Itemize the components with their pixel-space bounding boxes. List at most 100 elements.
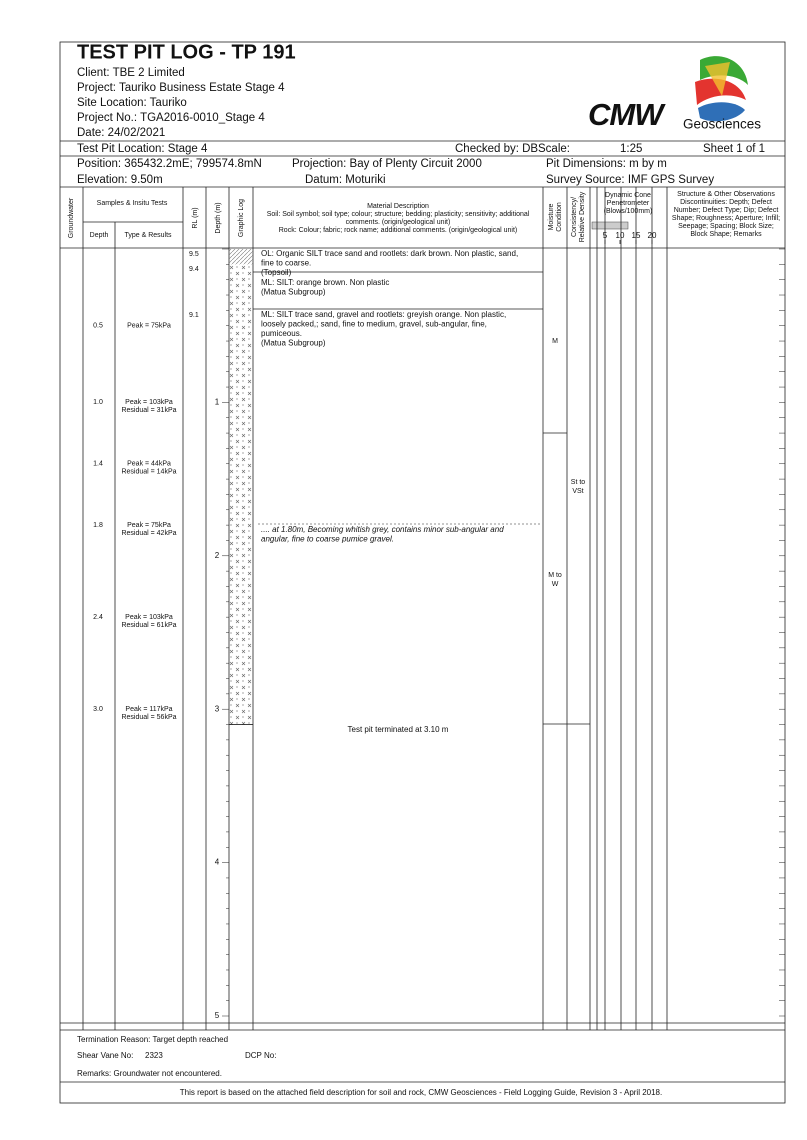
dcp-tick-label: 20 <box>648 231 657 240</box>
sample-depth: 0.5 <box>93 323 103 330</box>
material-heading: Material Description <box>367 203 429 210</box>
structure-heading: Number; Defect Type; Dip; Defect <box>674 207 779 214</box>
datum: Datum: Moturiki <box>305 174 386 186</box>
checked: Checked by: DB <box>455 143 538 155</box>
depth-label: 4 <box>215 858 220 867</box>
scale: 1:25 <box>620 143 642 155</box>
logo-text: CMW <box>588 97 666 132</box>
depth-label: 5 <box>215 1011 220 1020</box>
pit-dimensions: Pit Dimensions: m by m <box>546 158 667 170</box>
site: Site Location: Tauriko <box>77 97 187 109</box>
moisture: M <box>552 338 558 345</box>
depth-label: 1 <box>215 398 220 407</box>
rl-label: 9.4 <box>189 266 199 273</box>
description-note: angular, fine to coarse pumice gravel. <box>261 535 394 544</box>
structure-heading: Block Shape; Remarks <box>690 231 762 238</box>
remarks: Remarks: Groundwater not encountered. <box>77 1069 222 1078</box>
sample-result: Residual = 61kPa <box>121 622 176 629</box>
layer-description: ML: SILT: orange brown. Non plastic <box>261 278 389 287</box>
sample-result: Peak = 103kPa <box>125 614 173 621</box>
moisture: W <box>552 581 559 588</box>
rl-label: 9.5 <box>189 251 199 258</box>
layer-description: (Matua Subgroup) <box>261 339 326 348</box>
sample-depth: 1.8 <box>93 522 103 529</box>
rl-heading: RL (m) <box>192 207 199 228</box>
layer-description: ML: SILT trace sand, gravel and rootlets… <box>261 310 506 319</box>
termination-reason: Termination Reason: Target depth reached <box>77 1035 228 1044</box>
sample-result: Peak = 75kPa <box>127 323 171 330</box>
logo-sub: Geosciences <box>683 117 761 132</box>
sheet: Sheet 1 of 1 <box>703 143 765 155</box>
sample-depth: 2.4 <box>93 614 103 621</box>
basis: This report is based on the attached fie… <box>180 1088 662 1097</box>
consistency: VSt <box>572 488 583 495</box>
sample-result: Peak = 103kPa <box>125 399 173 406</box>
groundwater-heading: Groundwater <box>68 197 75 238</box>
date: Date: 24/02/2021 <box>77 127 165 139</box>
graphic-heading: Graphic Log <box>238 199 245 237</box>
scale-label: Scale: <box>538 143 570 155</box>
structure-heading: Shape; Roughness; Aperture; Infill; <box>672 215 780 222</box>
dcp-tick-label: 5 <box>603 231 608 240</box>
samples-heading: Samples & Insitu Tests <box>97 200 168 207</box>
dcp-scale-bar <box>591 221 629 230</box>
consistency-heading: Relative Density <box>579 191 586 242</box>
sample-result: Residual = 14kPa <box>121 469 176 476</box>
layer-description: (Matua Subgroup) <box>261 288 326 297</box>
position: Position: 365432.2mE; 799574.8mN <box>77 158 262 170</box>
dcp-no: DCP No: <box>245 1051 276 1060</box>
location: Test Pit Location: Stage 4 <box>77 143 208 155</box>
depth-label: 3 <box>215 704 220 713</box>
description-note: .... at 1.80m, Becoming whitish grey, co… <box>261 525 504 534</box>
topsoil-graphic <box>229 249 253 265</box>
client: Client: TBE 2 Limited <box>77 67 185 79</box>
structure-heading: Structure & Other Observations <box>677 191 775 198</box>
sample-depth: 1.4 <box>93 461 103 468</box>
dcp-heading: Penetrometer <box>607 200 650 207</box>
consistency-heading: Consistency/ <box>571 197 578 237</box>
layer-description: loosely packed,; sand, fine to medium, g… <box>261 320 487 329</box>
sample-result: Peak = 44kPa <box>127 461 171 468</box>
depth-label: 2 <box>215 551 220 560</box>
dcp-heading: Dynamic Cone <box>605 192 651 199</box>
material-heading: Soil: Soil symbol; soil type; colour; st… <box>267 211 530 218</box>
consistency: St to <box>571 479 586 486</box>
rl-label: 9.1 <box>189 312 199 319</box>
structure-heading: Seepage; Spacing; Block Size; <box>678 223 774 230</box>
logo: CMW Geosciences <box>588 56 761 132</box>
structure-heading: Discontinuities: Depth; Defect <box>680 199 772 206</box>
sample-depth: 1.0 <box>93 399 103 406</box>
layer-description: fine to coarse. <box>261 259 311 268</box>
moisture-heading: Condition <box>556 202 563 232</box>
moisture-heading: Moisture <box>548 203 555 230</box>
termination: Test pit terminated at 3.10 m <box>348 725 449 734</box>
layer-description: pumiceous. <box>261 329 302 338</box>
sample-result: Peak = 75kPa <box>127 522 171 529</box>
moisture: M to <box>548 572 562 579</box>
page-border <box>59 41 786 1104</box>
elevation: Elevation: 9.50m <box>77 174 163 186</box>
survey: Survey Source: IMF GPS Survey <box>546 174 714 186</box>
sample-depth: 3.0 <box>93 706 103 713</box>
sample-result: Residual = 42kPa <box>121 530 176 537</box>
depth-heading: Depth <box>90 232 109 239</box>
layer-description: OL: Organic SILT trace sand and rootlets… <box>261 249 518 258</box>
type-heading: Type & Results <box>124 232 172 239</box>
project: Project: Tauriko Business Estate Stage 4 <box>77 82 285 94</box>
depth-m-heading: Depth (m) <box>215 202 222 233</box>
dcp-heading: (Blows/100mm) <box>604 208 653 215</box>
material-heading: Rock: Colour; fabric; rock name; additio… <box>279 227 518 234</box>
project-no: Project No.: TGA2016-0010_Stage 4 <box>77 112 265 124</box>
sample-result: Residual = 56kPa <box>121 714 176 721</box>
projection: Projection: Bay of Plenty Circuit 2000 <box>292 158 482 170</box>
dcp-tick-label: 15 <box>632 231 641 240</box>
shear-vane-no: 2323 <box>145 1051 163 1060</box>
sample-result: Residual = 31kPa <box>121 407 176 414</box>
sample-result: Peak = 117kPa <box>125 706 172 713</box>
dcp-tick-label: 10 <box>616 231 625 240</box>
layer-description: (Topsoil) <box>261 268 292 277</box>
shear-vane: Shear Vane No: <box>77 1051 133 1060</box>
material-heading: comments. (origin/geological unit) <box>346 219 451 226</box>
